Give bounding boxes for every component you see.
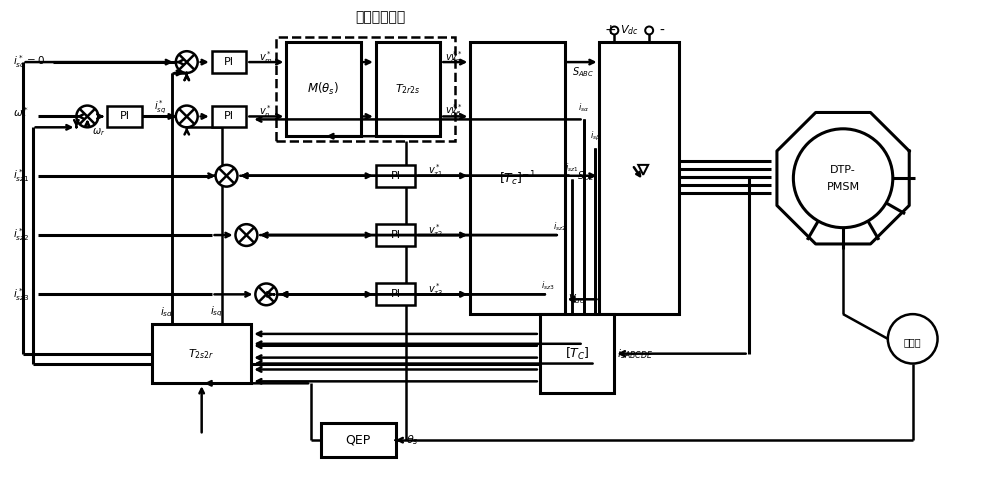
Text: $v^*_{\beta}$: $v^*_{\beta}$: [450, 103, 463, 120]
Text: $T_{2r2s}$: $T_{2r2s}$: [395, 83, 421, 96]
Text: $T_{2s2r}$: $T_{2s2r}$: [188, 347, 215, 360]
Text: $i_{sz2}$: $i_{sz2}$: [553, 221, 566, 233]
Text: 编码器: 编码器: [904, 337, 922, 347]
Text: $v^*_{z3}$: $v^*_{z3}$: [428, 281, 444, 298]
Bar: [212, 106, 246, 127]
Circle shape: [76, 106, 98, 127]
Text: $v^*_{z1}$: $v^*_{z1}$: [428, 162, 443, 179]
Text: PI: PI: [391, 289, 401, 300]
Text: $[T_c]^{-1}$: $[T_c]^{-1}$: [499, 169, 536, 188]
Bar: [376, 224, 415, 246]
Text: PI: PI: [120, 111, 130, 121]
Text: $\omega_r$: $\omega_r$: [92, 126, 106, 138]
Text: $v^*_{\alpha}$: $v^*_{\alpha}$: [450, 49, 463, 66]
Bar: [212, 51, 246, 73]
Text: $V_{dc}$: $V_{dc}$: [568, 292, 585, 306]
Text: 二次旋转变换: 二次旋转变换: [356, 11, 406, 24]
Bar: [470, 42, 565, 314]
Text: $[T_C]$: $[T_C]$: [565, 346, 589, 362]
Bar: [540, 314, 614, 393]
Text: PMSM: PMSM: [827, 182, 860, 192]
Bar: [376, 42, 440, 136]
Text: $v^*_q$: $v^*_q$: [445, 103, 458, 120]
Text: $i^*_{sq}$: $i^*_{sq}$: [154, 99, 166, 116]
Text: $i_{sd}$: $i_{sd}$: [160, 305, 174, 319]
Text: PI: PI: [224, 57, 234, 67]
Text: PI: PI: [391, 230, 401, 240]
Bar: [152, 324, 251, 384]
Text: $S_{DE}$: $S_{DE}$: [577, 169, 594, 183]
Text: $i^*_{sz2}$: $i^*_{sz2}$: [13, 227, 29, 243]
Text: $i_{s\beta}$: $i_{s\beta}$: [590, 130, 601, 143]
Bar: [321, 423, 396, 457]
Bar: [376, 284, 415, 305]
Text: DTP-: DTP-: [830, 165, 856, 175]
Bar: [276, 37, 455, 141]
Circle shape: [216, 165, 237, 187]
Text: $M(\theta_s)$: $M(\theta_s)$: [307, 81, 340, 97]
Circle shape: [176, 106, 198, 127]
Text: +: +: [604, 24, 616, 37]
Circle shape: [255, 284, 277, 305]
Text: $i_{sz1}$: $i_{sz1}$: [565, 161, 578, 174]
Circle shape: [235, 224, 257, 246]
Text: $\theta_s$: $\theta_s$: [406, 433, 418, 447]
Bar: [286, 42, 361, 136]
Bar: [599, 42, 679, 314]
Text: $S_{ABC}$: $S_{ABC}$: [572, 65, 594, 79]
Text: $v^*_{z2}$: $v^*_{z2}$: [428, 222, 443, 239]
Text: $i_{sq}$: $i_{sq}$: [210, 305, 223, 319]
Text: QEP: QEP: [346, 433, 371, 447]
Text: $v^*_n$: $v^*_n$: [259, 103, 272, 120]
Text: PI: PI: [224, 111, 234, 121]
Text: $v^*_d$: $v^*_d$: [445, 49, 458, 66]
Text: $i^*_{sz3}$: $i^*_{sz3}$: [13, 286, 29, 303]
Text: $i_{sz3}$: $i_{sz3}$: [541, 280, 555, 292]
Text: $i^*_{sz1}$: $i^*_{sz1}$: [13, 168, 29, 184]
Bar: [107, 106, 142, 127]
Text: $\omega^*_r$: $\omega^*_r$: [13, 105, 29, 122]
Text: $i^*_{sd}=0$: $i^*_{sd}=0$: [13, 54, 45, 71]
Polygon shape: [638, 165, 648, 175]
Circle shape: [176, 51, 198, 73]
Text: -: -: [659, 24, 664, 37]
Text: $i_{sABCDE}$: $i_{sABCDE}$: [617, 347, 653, 360]
Text: $V_{dc}$: $V_{dc}$: [620, 24, 639, 37]
Text: PI: PI: [391, 171, 401, 181]
Text: $i_{s\alpha}$: $i_{s\alpha}$: [578, 102, 589, 114]
Text: $v^*_m$: $v^*_m$: [259, 49, 273, 66]
Bar: [376, 165, 415, 187]
